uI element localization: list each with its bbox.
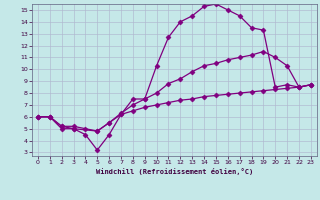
X-axis label: Windchill (Refroidissement éolien,°C): Windchill (Refroidissement éolien,°C) xyxy=(96,168,253,175)
